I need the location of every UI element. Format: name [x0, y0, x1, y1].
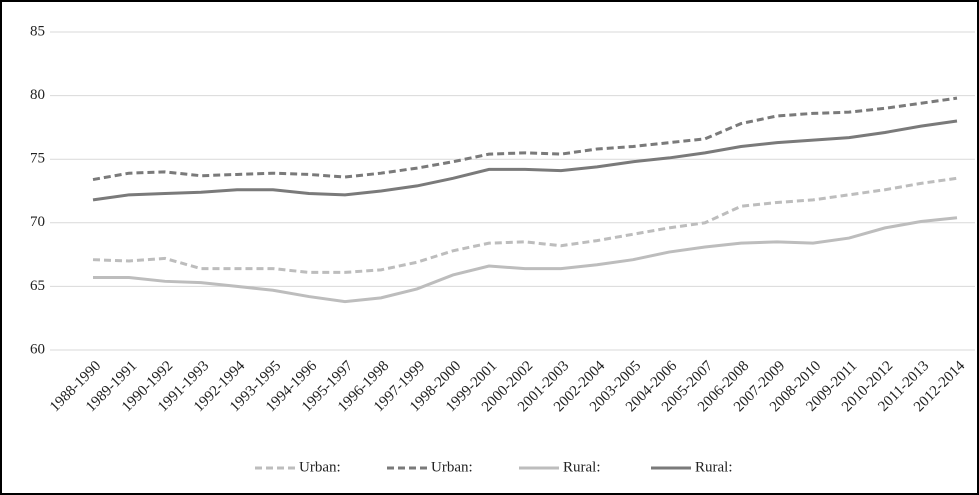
legend-label: Urban:	[431, 459, 473, 475]
series-line	[93, 216, 958, 304]
series-line	[92, 176, 958, 274]
legend-label: Rural:	[695, 459, 733, 475]
series-line	[92, 96, 958, 182]
y-tick-label: 65	[30, 278, 45, 294]
y-tick-label: 70	[30, 214, 45, 230]
y-tick-label: 85	[30, 23, 45, 39]
y-tick-label: 60	[30, 341, 45, 357]
series-line	[92, 119, 958, 202]
y-tick-label: 80	[30, 87, 45, 103]
y-tick-label: 75	[30, 151, 45, 167]
legend-label: Urban:	[299, 459, 341, 475]
legend-label: Rural:	[563, 459, 601, 475]
